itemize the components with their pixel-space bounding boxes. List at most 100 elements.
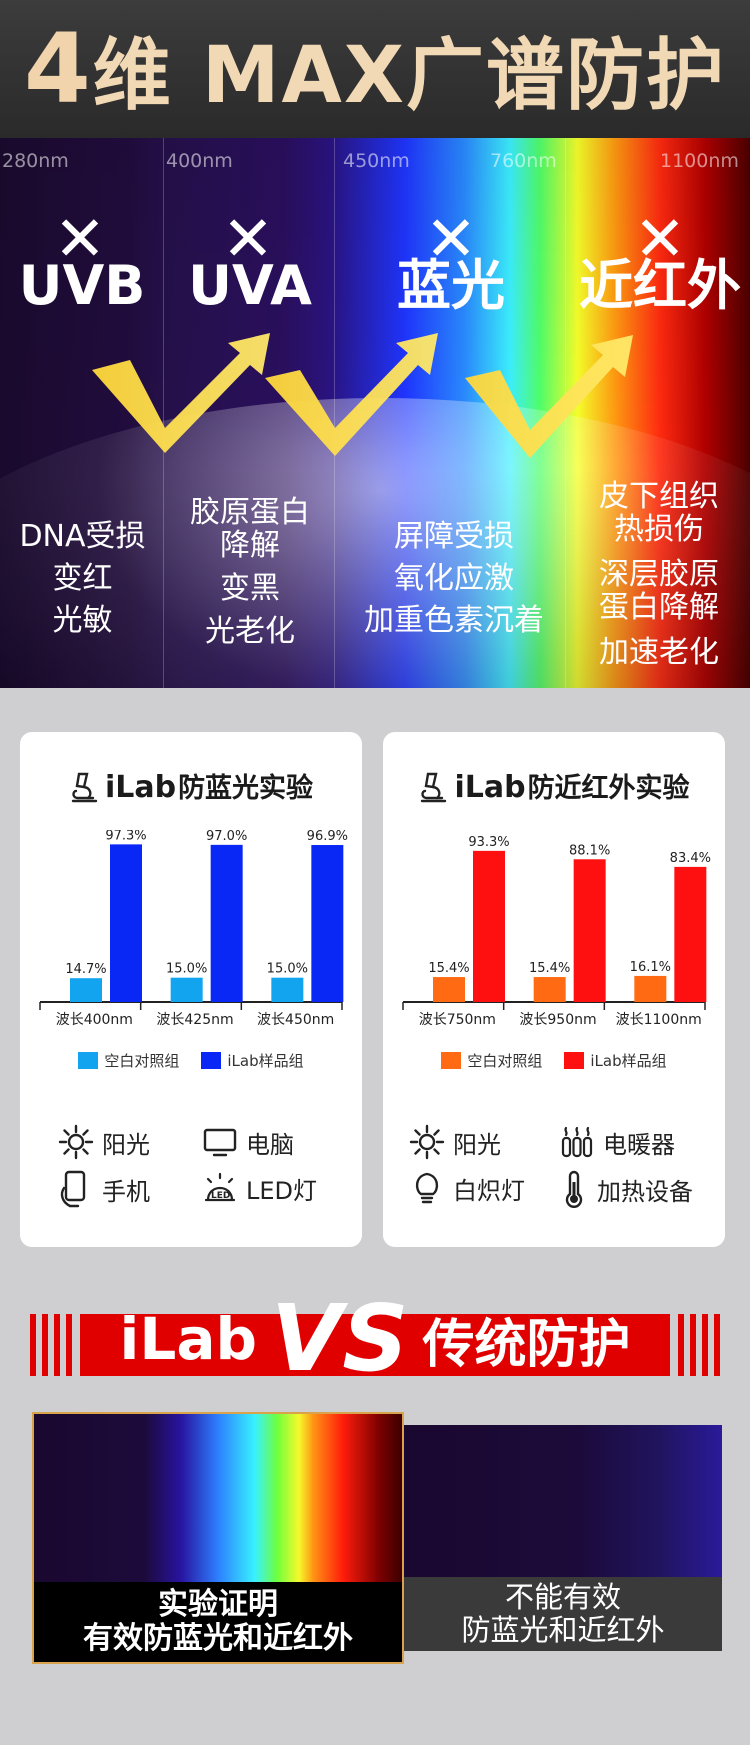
legend-label: iLab样品组 [590, 1052, 667, 1070]
x-tick-label: 波长950nm [519, 1012, 596, 1028]
x-tick-label: 波长450nm [257, 1012, 334, 1028]
bar [473, 850, 505, 1002]
wavelength-label: 1100nm [660, 150, 739, 172]
source-heating-device: 加热设备 [559, 1170, 693, 1208]
source-computer: 电脑 [202, 1124, 294, 1160]
card-title-text: 防蓝光实验 [178, 773, 314, 804]
data-label: 14.7% [65, 962, 106, 977]
source-incandescent: 白炽灯 [409, 1170, 525, 1206]
legend-item-ilab: iLab样品组 [201, 1050, 304, 1071]
phone-icon [60, 1170, 86, 1208]
legend-swatch [441, 1052, 462, 1069]
effect-text: 屏障受损 [394, 519, 514, 554]
vs-banner: iLab VS 传统防护 [30, 1285, 720, 1392]
spectrum-band: 280nm 400nm 450nm 760nm 1100nm ✕ ✕ ✕ ✕ U… [0, 138, 750, 688]
band-label-uvb: UVB [18, 254, 146, 317]
monitor-icon [203, 1128, 237, 1157]
thermometer-icon [565, 1170, 583, 1208]
legend-swatch [564, 1052, 585, 1069]
band-label-uva: UVA [188, 254, 312, 317]
effect-text: 氧化应激 [394, 561, 514, 596]
data-label: 83.4% [670, 851, 711, 866]
traditional-result-caption: 不能有效 防蓝光和近红外 [404, 1577, 722, 1651]
source-phone: 手机 [58, 1170, 150, 1208]
wavelength-label: 450nm [343, 150, 410, 172]
card-title-text: 防近红外实验 [527, 773, 690, 804]
data-label: 97.3% [105, 830, 146, 843]
vs-brand: iLab [119, 1305, 258, 1373]
effect-text: 加速老化 [599, 635, 719, 670]
chart-legend: 空白对照组 iLab样品组 [20, 1050, 362, 1071]
effect-text: DNA受损 [19, 519, 146, 554]
data-label: 15.4% [428, 961, 469, 976]
bar [311, 845, 344, 1002]
effect-text: 变红 [52, 561, 113, 596]
data-label: 16.1% [630, 960, 671, 975]
legend-label: 空白对照组 [467, 1052, 543, 1070]
near-infrared-chart: 15.4% 93.3% 波长750nm 15.4% 88.1% 波长950nm 16.1% 8… [402, 835, 711, 1028]
blue-light-chart: 14.7% 97.3% 波长400nm 15.0% 97.0% 波长425nm 15.0% 9… [39, 830, 348, 1028]
zigzag-arrows-graphic [92, 333, 633, 458]
bar [433, 977, 465, 1002]
effect-text: 降解 [220, 528, 280, 563]
bar [271, 977, 304, 1002]
source-led: LED LED灯 [202, 1170, 317, 1206]
source-sunlight: 阳光 [58, 1124, 150, 1160]
page-title: 4维 MAX广谱防护 [24, 13, 726, 125]
legend-label: 空白对照组 [104, 1052, 180, 1070]
cross-icon: ✕ [425, 202, 477, 275]
effect-text: 变黑 [220, 571, 280, 606]
bulb-icon [415, 1172, 439, 1204]
blocked-spectrum-image [404, 1425, 722, 1577]
legend-swatch [78, 1052, 99, 1069]
band-label-nir: 近红外 [579, 254, 741, 317]
uvb-effects: DNA受损 变红 光敏 [0, 516, 165, 642]
band-divider [334, 138, 335, 688]
legend-label: iLab样品组 [227, 1052, 304, 1070]
band-label-blue: 蓝光 [397, 254, 505, 317]
effect-text: 蛋白降解 [599, 590, 719, 625]
bar [210, 844, 243, 1002]
page-header: 4维 MAX广谱防护 [0, 0, 750, 138]
bar [110, 844, 142, 1002]
led-lamp-icon: LED [204, 1172, 236, 1202]
bar [634, 975, 667, 1002]
heater-icon [561, 1126, 593, 1158]
wavelength-label: 280nm [2, 150, 69, 172]
cross-icon: ✕ [634, 202, 686, 275]
card-title: iLab防蓝光实验 [20, 766, 362, 805]
title-number: 4 [23, 13, 93, 125]
effect-text: 热损伤 [614, 512, 704, 547]
cross-icon: ✕ [222, 202, 274, 275]
effect-text: 光老化 [205, 614, 295, 649]
ilab-result-caption: 实验证明 有效防蓝光和近红外 [34, 1582, 402, 1662]
full-spectrum-image [34, 1414, 402, 1582]
near-infrared-test-card: iLab防近红外实验 15.4% 93.3% 波长750nm 15.4% 88.1% 波长… [383, 732, 725, 1247]
data-label: 88.1% [569, 843, 610, 858]
chart-legend: 空白对照组 iLab样品组 [383, 1050, 725, 1071]
legend-item-ilab: iLab样品组 [564, 1050, 667, 1071]
brand-text: iLab [104, 770, 177, 805]
legend-swatch [201, 1052, 222, 1069]
bar [573, 859, 606, 1002]
effect-text: 加重色素沉着 [364, 603, 544, 638]
band-divider [163, 138, 164, 688]
vs-traditional: 传统防护 [422, 1314, 631, 1375]
bar [170, 977, 203, 1002]
blue-effects: 屏障受损 氧化应激 加重色素沉着 [338, 516, 570, 642]
data-label: 15.4% [529, 961, 570, 976]
source-heater: 电暖器 [559, 1124, 675, 1160]
bar [533, 977, 566, 1002]
ilab-result-panel: 实验证明 有效防蓝光和近红外 [32, 1412, 404, 1664]
x-tick-label: 波长425nm [156, 1012, 233, 1028]
blue-light-test-card: iLab防蓝光实验 14.7% 97.3% 波长400nm 15.0% 97.0% 波长4… [20, 732, 362, 1247]
x-tick-label: 波长400nm [56, 1012, 133, 1028]
vs-label: VS [271, 1285, 409, 1392]
legend-item-control: 空白对照组 [441, 1050, 542, 1071]
legend-item-control: 空白对照组 [78, 1050, 179, 1071]
data-label: 96.9% [307, 830, 348, 844]
card-title: iLab防近红外实验 [383, 766, 725, 805]
effect-text: 光敏 [52, 603, 113, 638]
svg-text:LED: LED [211, 1191, 230, 1201]
brand-text: iLab [454, 770, 526, 805]
